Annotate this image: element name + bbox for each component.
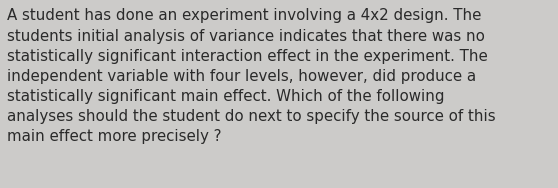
Text: A student has done an experiment involving a 4x2 design. The
students initial an: A student has done an experiment involvi… [7,8,496,144]
